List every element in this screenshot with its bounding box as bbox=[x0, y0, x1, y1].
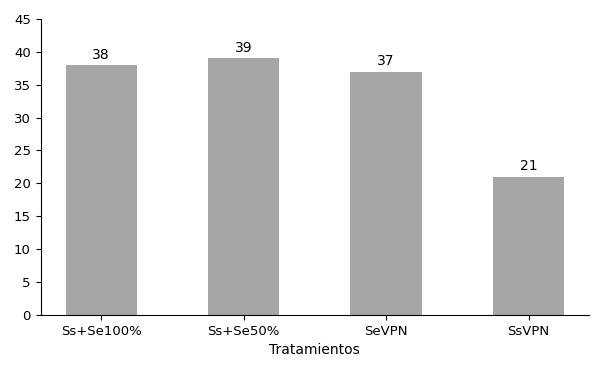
Text: 21: 21 bbox=[520, 160, 537, 173]
Text: 38: 38 bbox=[92, 47, 110, 62]
Bar bbox=[66, 65, 137, 315]
Text: 39: 39 bbox=[235, 41, 253, 55]
X-axis label: Tratamientos: Tratamientos bbox=[270, 343, 360, 357]
Bar bbox=[493, 177, 564, 315]
Bar bbox=[350, 72, 421, 315]
Text: 37: 37 bbox=[377, 54, 395, 68]
Bar bbox=[208, 58, 279, 315]
